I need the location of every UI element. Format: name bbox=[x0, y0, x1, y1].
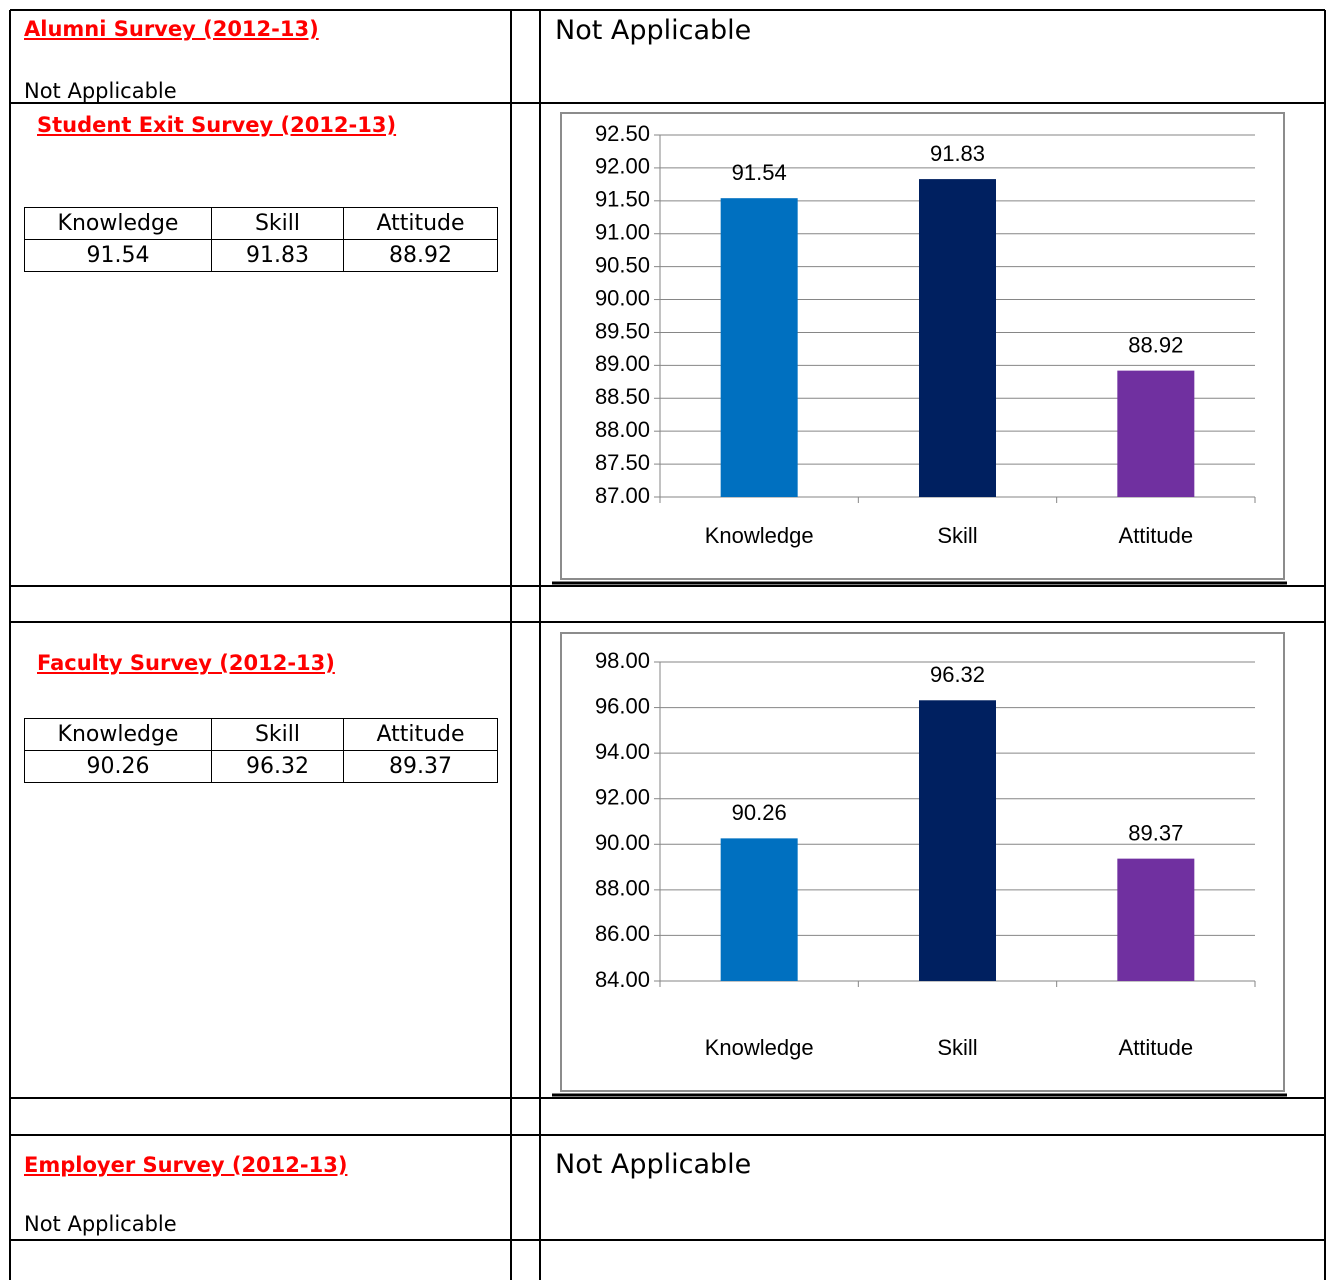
value-cell: 88.92 bbox=[343, 239, 498, 272]
bar bbox=[919, 700, 996, 981]
section-right-text: Not Applicable bbox=[555, 1149, 752, 1180]
value-cell: 91.83 bbox=[211, 239, 344, 272]
y-tick-label: 91.00 bbox=[595, 220, 650, 245]
value-cell: 89.37 bbox=[343, 750, 498, 783]
y-tick-label: 91.50 bbox=[595, 187, 650, 212]
section-title[interactable]: Faculty Survey (2012-13) bbox=[37, 651, 335, 675]
x-tick-label: Skill bbox=[937, 1035, 977, 1060]
y-tick-label: 89.50 bbox=[595, 318, 650, 343]
y-tick-label: 84.00 bbox=[595, 967, 650, 992]
section-text: Not Applicable bbox=[24, 79, 177, 103]
y-tick-label: 88.50 bbox=[595, 384, 650, 409]
y-tick-label: 87.00 bbox=[595, 483, 650, 508]
value-label: 91.83 bbox=[930, 141, 985, 166]
y-tick-label: 92.00 bbox=[595, 154, 650, 179]
y-tick-label: 90.00 bbox=[595, 285, 650, 310]
section-title[interactable]: Employer Survey (2012-13) bbox=[24, 1153, 348, 1177]
y-tick-label: 96.00 bbox=[595, 693, 650, 718]
bar bbox=[1117, 370, 1195, 497]
value-label: 91.54 bbox=[732, 160, 787, 185]
bar bbox=[720, 838, 798, 981]
y-tick-label: 94.00 bbox=[595, 739, 650, 764]
y-tick-label: 88.00 bbox=[595, 417, 650, 442]
x-tick-label: Attitude bbox=[1119, 523, 1194, 548]
bar-chart: 87.00 87.50 88.00 88.50 89.00 89.50 90.00 90.50… bbox=[560, 112, 1285, 580]
section-right-text: Not Applicable bbox=[555, 15, 752, 46]
value-label: 90.26 bbox=[732, 800, 787, 825]
y-tick-label: 92.50 bbox=[595, 121, 650, 146]
section-title[interactable]: Student Exit Survey (2012-13) bbox=[37, 113, 397, 137]
y-tick-label: 89.00 bbox=[595, 351, 650, 376]
x-tick-label: Knowledge bbox=[705, 1035, 814, 1060]
bar bbox=[1117, 858, 1195, 981]
value-label: 89.37 bbox=[1128, 820, 1183, 845]
bar bbox=[919, 179, 996, 497]
y-tick-label: 92.00 bbox=[595, 785, 650, 810]
value-cell: 96.32 bbox=[211, 750, 344, 783]
score-table: Knowledge Skill Attitude 91.54 91.83 88.92 bbox=[24, 207, 498, 272]
x-tick-label: Attitude bbox=[1119, 1035, 1194, 1060]
section-text: Not Applicable bbox=[24, 1212, 177, 1236]
value-cell: 91.54 bbox=[24, 239, 212, 272]
value-label: 88.92 bbox=[1128, 332, 1183, 357]
y-tick-label: 90.50 bbox=[595, 252, 650, 277]
x-tick-label: Skill bbox=[937, 523, 977, 548]
y-tick-label: 88.00 bbox=[595, 876, 650, 901]
header-cell: Attitude bbox=[343, 718, 498, 751]
y-tick-label: 90.00 bbox=[595, 830, 650, 855]
header-cell: Skill bbox=[211, 207, 344, 240]
value-label: 96.32 bbox=[930, 662, 985, 687]
value-cell: 90.26 bbox=[24, 750, 212, 783]
y-tick-label: 87.50 bbox=[595, 450, 650, 475]
header-cell: Attitude bbox=[343, 207, 498, 240]
bar bbox=[720, 198, 798, 497]
x-tick-label: Knowledge bbox=[705, 523, 814, 548]
section-title[interactable]: Alumni Survey (2012-13) bbox=[24, 17, 319, 41]
y-tick-label: 86.00 bbox=[595, 921, 650, 946]
y-tick-label: 98.00 bbox=[595, 648, 650, 673]
bar-chart: 84.00 86.00 88.00 90.00 92.00 94.00 96.00 98.00… bbox=[560, 632, 1285, 1092]
header-cell: Skill bbox=[211, 718, 344, 751]
header-cell: Knowledge bbox=[24, 718, 212, 751]
header-cell: Knowledge bbox=[24, 207, 212, 240]
score-table: Knowledge Skill Attitude 90.26 96.32 89.37 bbox=[24, 718, 498, 783]
